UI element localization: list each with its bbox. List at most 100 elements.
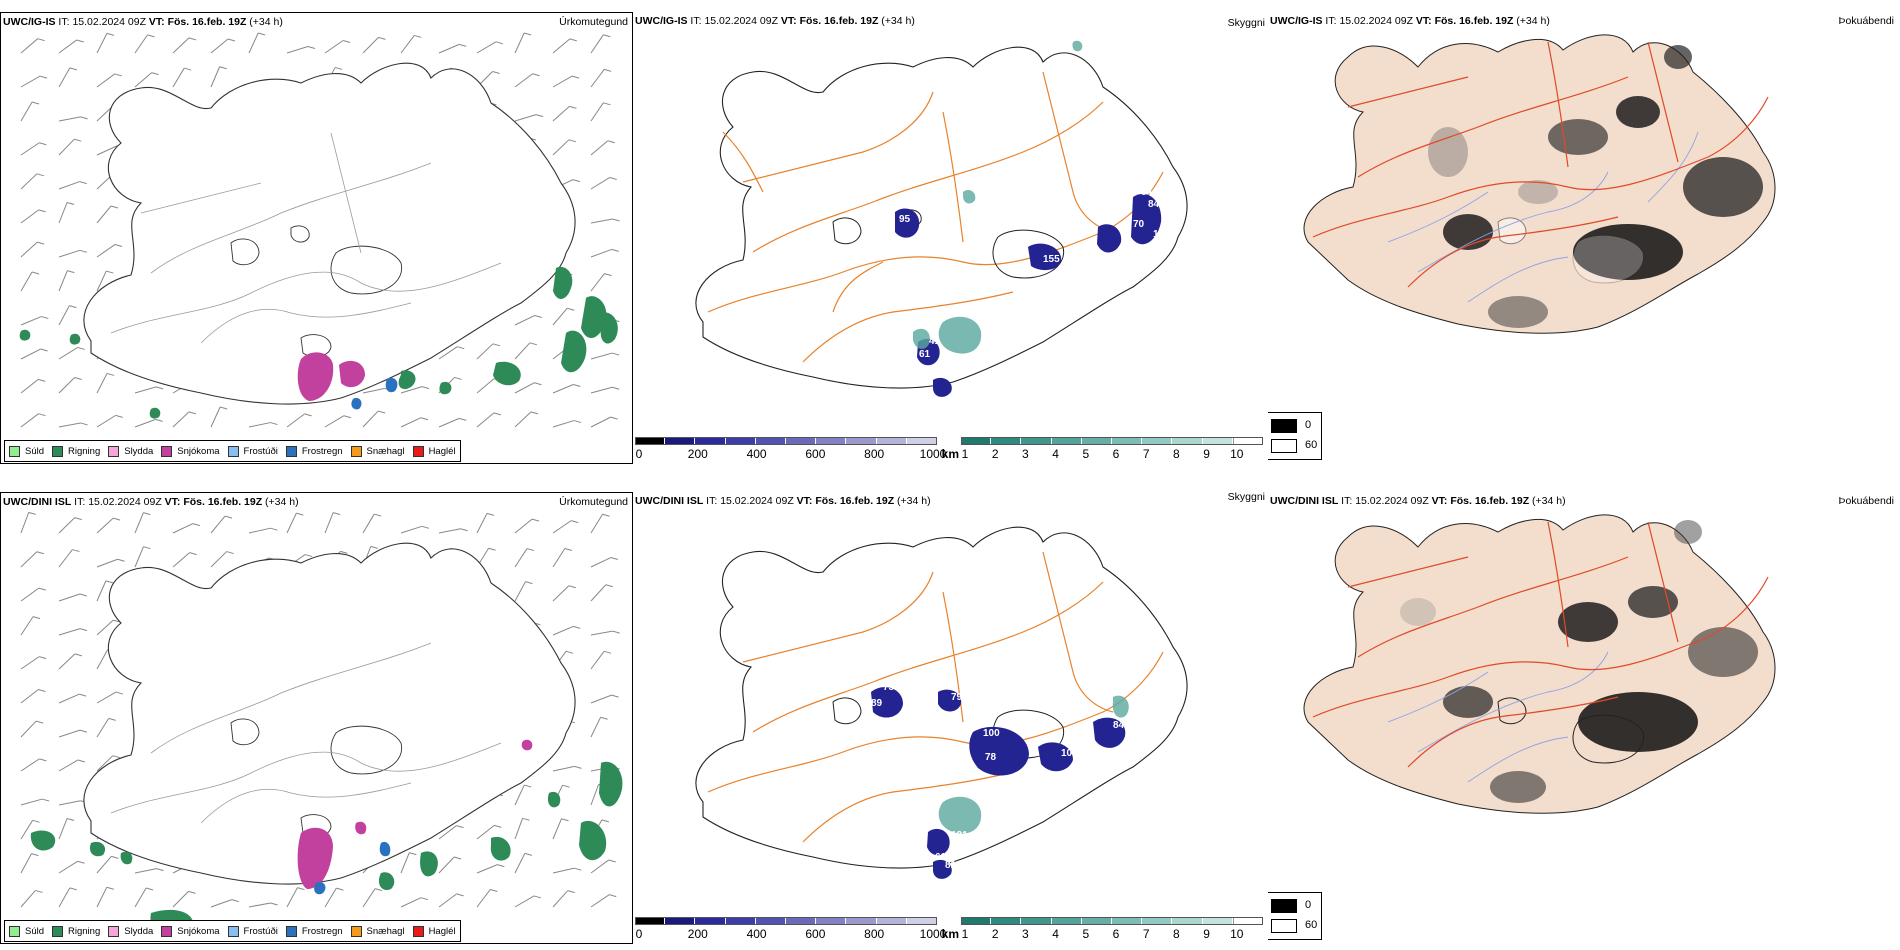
- wind-barb: [476, 41, 497, 54]
- wind-barb-flag: [421, 525, 430, 529]
- iceland-outline: [83, 542, 576, 885]
- wind-barb: [324, 415, 345, 428]
- wind-barb-flag: [31, 853, 39, 857]
- legend-swatch: [227, 445, 239, 457]
- wind-barb-flag: [36, 173, 45, 177]
- colorbar-segment: [725, 437, 756, 445]
- wind-barb: [476, 513, 488, 534]
- precip-legend: Súld Rigning Slydda Snjókoma Frostúði Frostre…: [4, 440, 461, 462]
- wind-barb: [514, 411, 532, 428]
- wind-barb-flag: [602, 513, 610, 517]
- colorbar-tick-label: 200: [687, 447, 708, 461]
- wind-barb: [134, 34, 148, 54]
- wind-barb: [324, 887, 337, 908]
- wind-barb: [286, 512, 297, 534]
- wind-barb-flag: [610, 557, 618, 561]
- wind-barb-flag: [343, 415, 352, 419]
- wind-barb: [438, 893, 457, 908]
- wind-barb-flag: [612, 630, 620, 634]
- colorbar-tick-label: 1000: [919, 927, 947, 941]
- colorbar-segment: [755, 437, 786, 445]
- legend-swatch: [161, 445, 173, 457]
- wind-barb-flag: [609, 176, 617, 180]
- wind-barb-flag: [573, 625, 581, 629]
- wind-barb-flag: [32, 616, 41, 620]
- fog-legend-low: 0: [1305, 899, 1312, 911]
- wind-barb-flag: [69, 67, 77, 71]
- wind-barb-flag: [37, 241, 45, 245]
- fog-legend: 0 60: [1268, 412, 1322, 460]
- wind-barb-flag: [39, 75, 48, 79]
- wind-barb: [172, 411, 190, 428]
- wind-barb-flag: [420, 417, 429, 421]
- wind-barb: [20, 241, 38, 258]
- wind-barb: [20, 758, 40, 772]
- wind-barb-flag: [106, 32, 115, 36]
- wind-barb: [20, 38, 39, 54]
- wind-barb-flag: [35, 889, 43, 893]
- wind-barb-flag: [374, 513, 382, 517]
- colorbar-segment: [991, 917, 1022, 925]
- colorbar-segment: [635, 917, 666, 925]
- wind-barb: [58, 593, 81, 602]
- wind-barb-flag: [569, 105, 577, 109]
- wind-barb: [438, 825, 457, 840]
- wind-barb-flag: [600, 716, 608, 720]
- ceiling-value-label: 84: [1113, 720, 1125, 731]
- wind-barb-flag: [495, 41, 504, 45]
- colorbar-segment: [1051, 437, 1082, 445]
- wind-barb: [58, 138, 75, 156]
- legend-item: Snæhagl: [350, 925, 405, 937]
- wind-barb: [552, 818, 562, 840]
- colorbar-segment: [1112, 917, 1143, 925]
- legend-label: Frostúði: [243, 925, 278, 937]
- wind-barb: [552, 548, 566, 568]
- wind-barb: [20, 348, 41, 360]
- wind-barb: [172, 552, 190, 568]
- precipitation-map: [19, 32, 620, 428]
- wind-barb-flag: [114, 73, 122, 77]
- wind-barb-flag: [115, 414, 123, 418]
- ceiling-colorbar: m02004006008001000: [635, 917, 946, 941]
- wind-barb: [20, 551, 38, 568]
- wind-barb-flag: [603, 102, 611, 106]
- legend-label: Slydda: [124, 445, 154, 457]
- wind-barb-flag: [336, 887, 344, 891]
- wind-barb: [590, 894, 610, 908]
- wind-barb: [96, 718, 110, 738]
- colorbar-segment: [816, 917, 847, 925]
- wind-barb-flag: [219, 66, 227, 70]
- wind-barb: [58, 116, 81, 122]
- wind-barb-flag: [192, 523, 201, 527]
- wind-barb-flag: [114, 243, 123, 247]
- ceiling-value-label: 89: [871, 698, 883, 709]
- wind-barb-flag: [297, 887, 305, 891]
- precip-legend: Súld Rigning Slydda Snjókoma Frostúði Frostre…: [4, 920, 461, 942]
- wind-barb-flag: [571, 75, 580, 79]
- wind-barb-flag: [189, 552, 197, 556]
- colorbar-tick-label: 5: [1082, 927, 1090, 941]
- colorbar-frame: [961, 917, 1263, 925]
- wind-barb: [590, 34, 604, 54]
- wind-barb-flag: [76, 39, 84, 43]
- wind-barb: [476, 412, 495, 428]
- legend-label: Súld: [25, 445, 45, 457]
- legend-item: Frostúði: [227, 925, 278, 937]
- wind-barb: [590, 140, 609, 156]
- wind-barb-flag: [457, 346, 465, 350]
- legend-swatch: [108, 445, 120, 457]
- wind-barb-flag: [603, 650, 612, 654]
- wind-barb-flag: [39, 758, 47, 762]
- colorbar-segment: [1021, 437, 1052, 445]
- wind-barb: [590, 651, 605, 670]
- legend-label: Haglél: [428, 925, 456, 937]
- wind-barb-flag: [531, 518, 540, 522]
- wind-barb: [96, 887, 108, 908]
- legend-swatch: [350, 445, 362, 457]
- wind-barb: [58, 759, 79, 772]
- wind-barb-flag: [74, 517, 82, 521]
- visibility-colorbar: km 1 2 3 4 5 6 7 8 9 10: [942, 917, 1263, 941]
- legend-label: Snjókoma: [177, 445, 220, 457]
- wind-barb: [58, 67, 71, 88]
